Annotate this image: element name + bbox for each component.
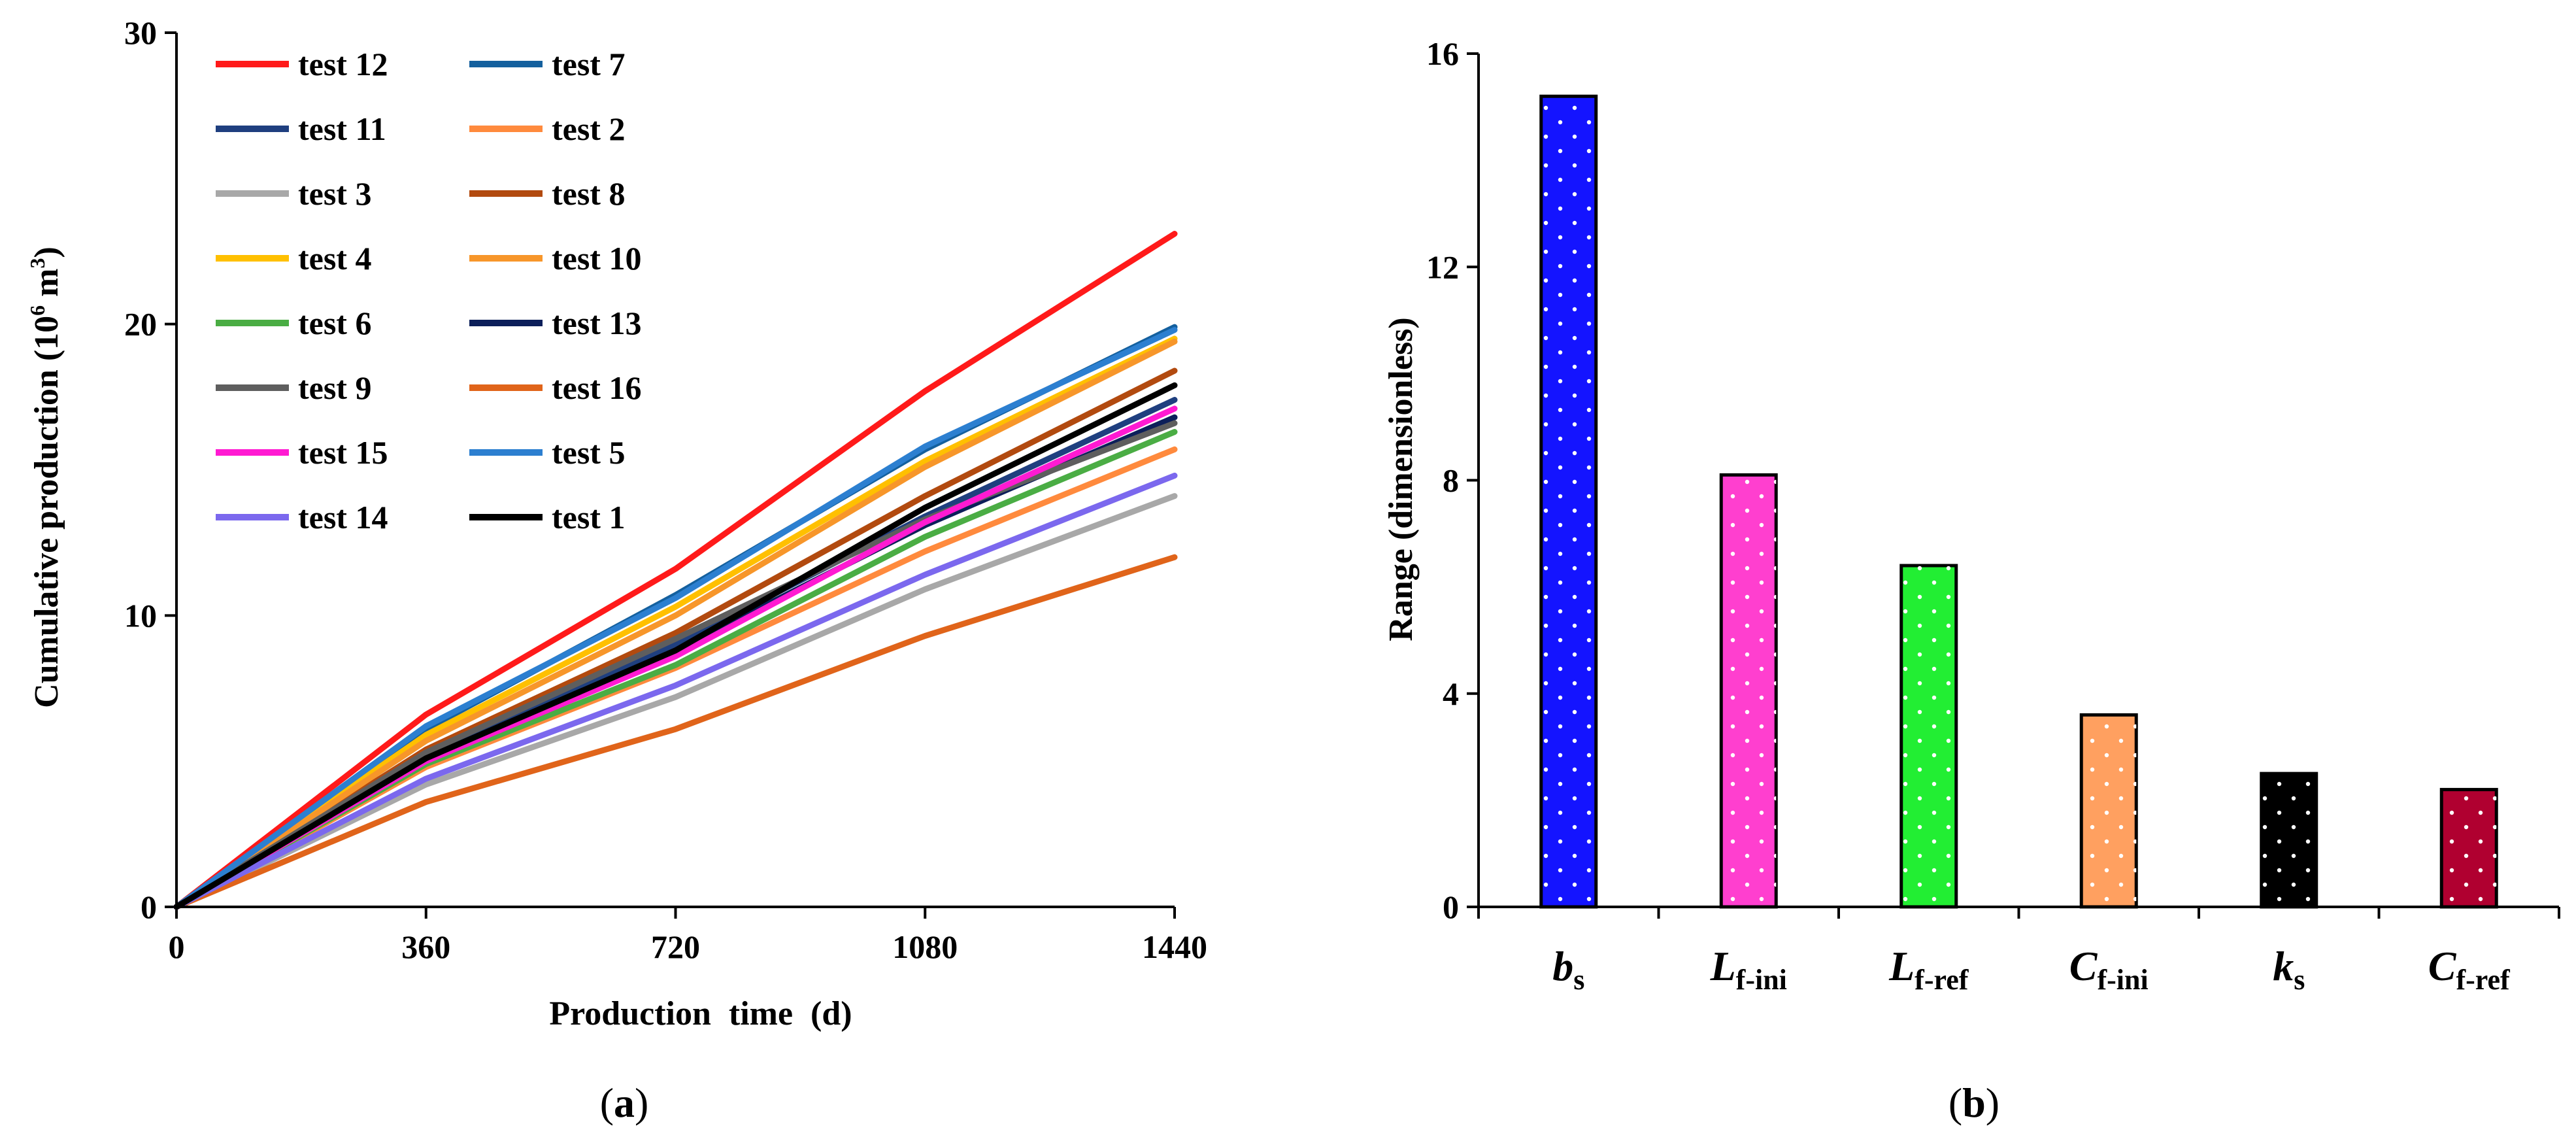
panel-b-y-axis-title: Range (dimensionless) [1382, 317, 1420, 641]
panel-a-y-ticks: 0 10 20 30 [124, 14, 176, 925]
panel-a-y-tick-label: 30 [124, 14, 157, 51]
legend-label-test-7: test 7 [552, 46, 625, 82]
category-label-l-f-ref: Lf-ref [1888, 943, 1969, 996]
panel-a-line-chart: Cumulative production (106 m3) 0 10 20 30 0… [25, 14, 1207, 1126]
panel-b-bar-chart: Range (dimensionless) 0 4 8 12 16 bs Lf-ini Lf… [1382, 35, 2560, 1126]
panel-a-x-tick-label: 360 [401, 928, 450, 965]
panel-b-x-category-ticks: bs Lf-ini Lf-ref Cf-ini ks Cf-ref [1477, 907, 2560, 996]
panel-a-x-ticks: 0 360 720 1080 1440 [169, 907, 1207, 965]
legend-label-test-5: test 5 [552, 434, 625, 471]
legend-label-test-15: test 15 [298, 434, 388, 471]
legend-label-test-6: test 6 [298, 305, 371, 341]
panel-a-x-tick-label: 1080 [892, 928, 958, 965]
panel-a-legend: test 12 test 7 test 11 test 2 test 3 test 8 te… [216, 46, 641, 536]
bar-pattern-c-f-ini [2081, 715, 2137, 907]
panel-a-x-axis-title: Production time (d) [549, 995, 852, 1032]
panel-a-x-tick-label: 1440 [1142, 928, 1207, 965]
legend-label-test-2: test 2 [552, 110, 625, 147]
panel-a-caption: (a) [600, 1080, 649, 1126]
panel-a-x-tick-label: 720 [651, 928, 700, 965]
series-line-test-12 [173, 231, 1178, 910]
legend-label-test-1: test 1 [552, 499, 625, 536]
series-line-test-16 [173, 554, 1178, 910]
panel-b-y-tick-label: 12 [1426, 248, 1459, 285]
bar-pattern-l-f-ini [1721, 475, 1777, 907]
category-label-c-f-ini: Cf-ini [2069, 943, 2149, 996]
legend-label-test-12: test 12 [298, 46, 388, 82]
category-label-l-f-ini: Lf-ini [1710, 943, 1787, 996]
panel-b-y-tick-label: 0 [1443, 889, 1459, 925]
legend-label-test-13: test 13 [552, 305, 641, 341]
series-line-test-5 [173, 327, 1178, 910]
panel-b-y-ticks: 0 4 8 12 16 [1426, 35, 1479, 925]
panel-b-y-tick-label: 8 [1443, 462, 1459, 499]
legend-label-test-9: test 9 [298, 369, 371, 406]
panel-a-y-tick-label: 10 [124, 597, 157, 634]
series-line-test-1 [173, 382, 1178, 910]
panel-a-x-tick-label: 0 [169, 928, 185, 965]
legend-label-test-8: test 8 [552, 175, 625, 212]
bar-pattern-k-s [2261, 774, 2317, 907]
panel-b-bars [1539, 94, 2498, 909]
legend-label-test-10: test 10 [552, 240, 641, 277]
bar-pattern-b-s [1541, 96, 1596, 907]
panel-a-series-lines [173, 231, 1178, 910]
legend-label-test-14: test 14 [298, 499, 388, 536]
category-label-k-s: ks [2273, 943, 2305, 996]
series-line-test-14 [173, 472, 1178, 910]
series-line-test-4 [173, 335, 1178, 910]
category-label-b-s: bs [1552, 943, 1584, 996]
legend-label-test-3: test 3 [298, 175, 371, 212]
bar-pattern-c-f-ref [2441, 789, 2497, 907]
panel-b-y-tick-label: 4 [1443, 675, 1459, 712]
panel-a-y-axis-title: Cumulative production (106 m3) [25, 246, 65, 708]
panel-b-y-tick-label: 16 [1426, 35, 1459, 72]
legend-label-test-16: test 16 [552, 369, 641, 406]
category-label-c-f-ref: Cf-ref [2428, 943, 2511, 996]
legend-label-test-11: test 11 [298, 110, 386, 147]
series-line-test-3 [173, 493, 1178, 910]
panel-a-y-tick-label: 0 [141, 889, 157, 925]
panel-b-caption: (b) [1949, 1080, 1999, 1126]
panel-a-y-tick-label: 20 [124, 306, 157, 343]
legend-label-test-4: test 4 [298, 240, 371, 277]
series-line-test-10 [173, 338, 1178, 910]
bar-pattern-l-f-ref [1901, 566, 1956, 907]
